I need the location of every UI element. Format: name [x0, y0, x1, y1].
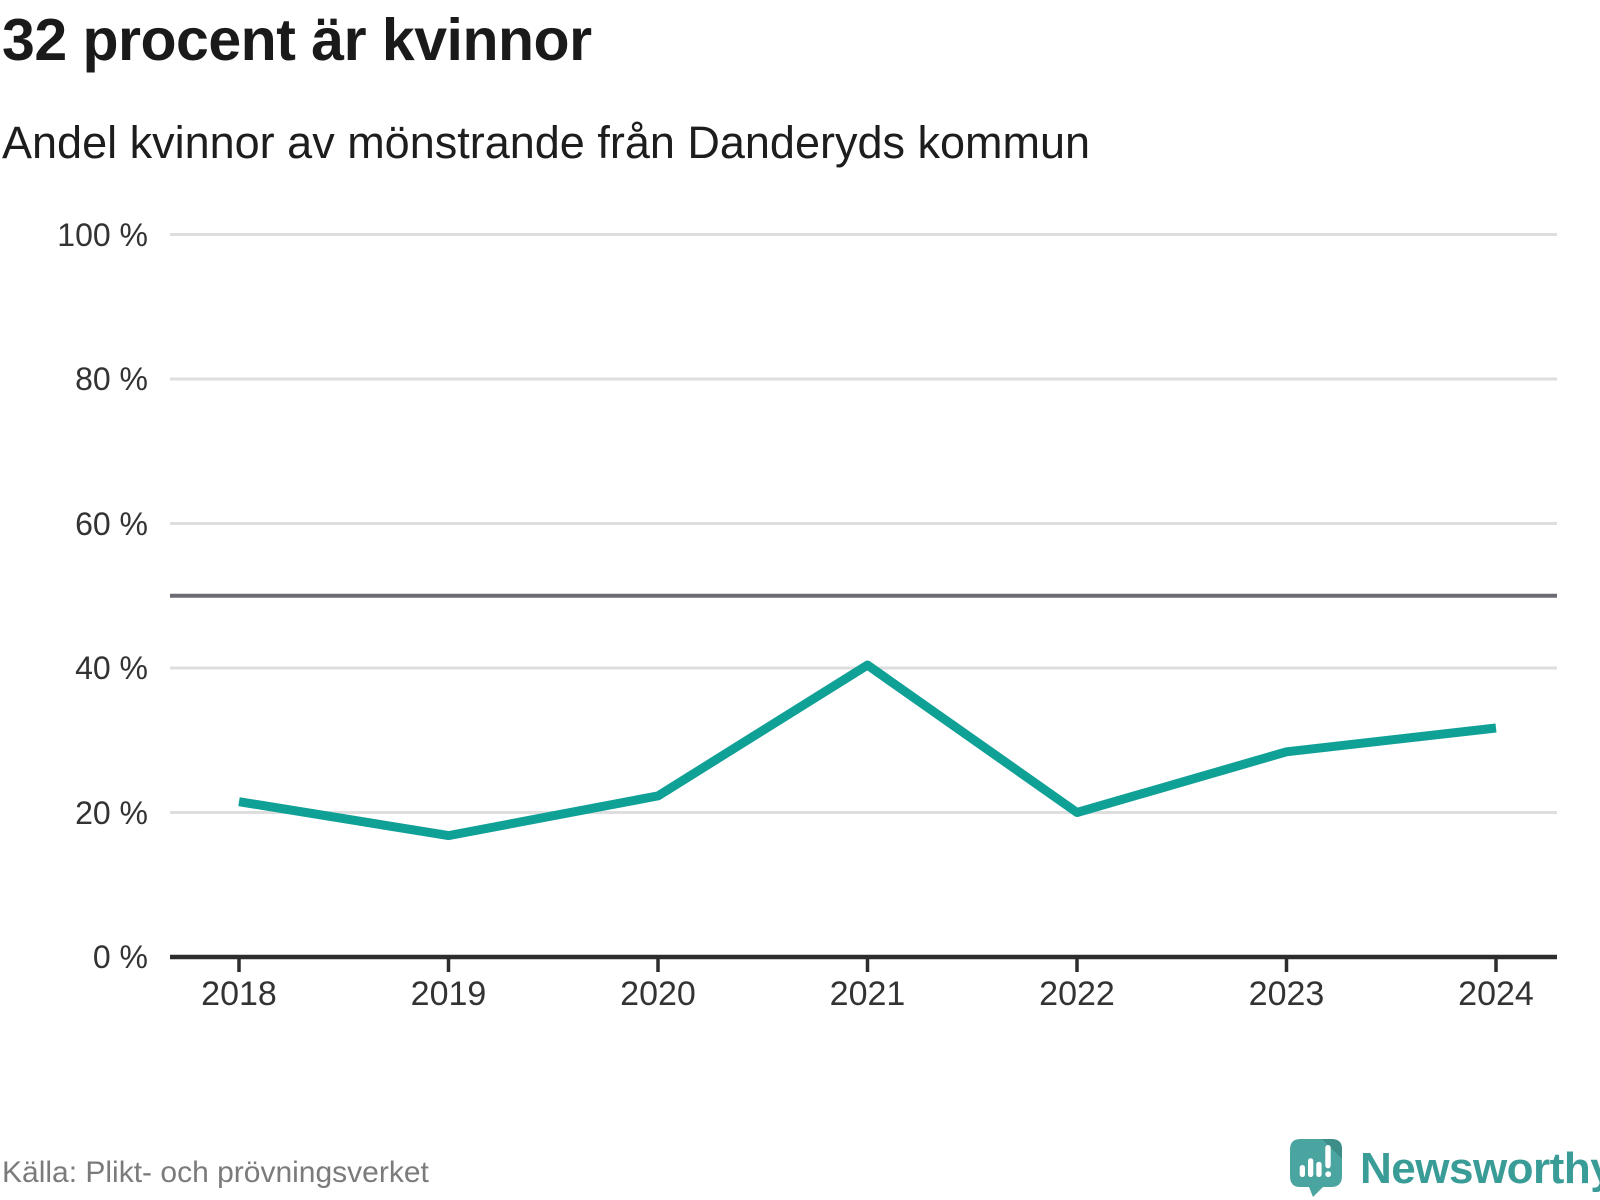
y-axis-tick-label: 100 % — [57, 216, 148, 253]
source-note: Källa: Plikt- och prövningsverket — [2, 1156, 429, 1189]
brand-footer: Newsworthy — [1288, 1138, 1600, 1200]
x-axis-tick-label: 2020 — [620, 975, 696, 1013]
y-axis-tick-label: 60 % — [75, 505, 148, 542]
y-axis-tick-label: 80 % — [75, 361, 148, 397]
y-axis-tick-label: 20 % — [75, 794, 148, 831]
newsworthy-logo-icon — [1290, 1139, 1342, 1197]
y-axis-tick-label: 40 % — [75, 650, 148, 686]
brand-name: Newsworthy — [1360, 1144, 1600, 1193]
y-axis-tick-label: 0 % — [92, 939, 148, 975]
x-axis-tick-label: 2023 — [1248, 975, 1325, 1013]
x-axis-tick-label: 2021 — [829, 975, 906, 1013]
page-title: 32 procent är kvinnor — [2, 7, 592, 73]
x-axis-tick-label: 2024 — [1458, 975, 1534, 1013]
data-line-andel-kvinnor — [238, 660, 1497, 841]
x-axis-tick-label: 2019 — [410, 975, 487, 1013]
chart-subtitle: Andel kvinnor av mönstrande från Dandery… — [2, 117, 1091, 168]
x-axis-tick-label: 2022 — [1039, 975, 1115, 1013]
x-axis-tick-label: 2018 — [201, 975, 277, 1013]
